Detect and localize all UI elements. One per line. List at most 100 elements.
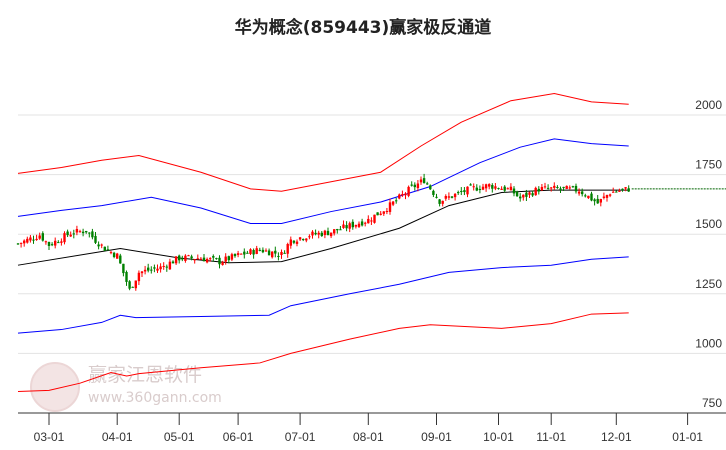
candle-body (246, 252, 249, 254)
candle-body (32, 239, 35, 241)
candle-body (370, 220, 373, 222)
candle-body (438, 199, 441, 204)
candle-body (553, 185, 556, 188)
candle-body (565, 185, 568, 189)
candle-body (333, 229, 336, 234)
candle-body (202, 257, 206, 262)
candle-body (351, 221, 354, 228)
candle-body (184, 255, 187, 261)
candle-body (289, 239, 292, 246)
candle-body (159, 266, 162, 270)
candle-body (385, 211, 389, 213)
candle-body (447, 196, 451, 198)
candle-body (143, 269, 147, 272)
candle-body (128, 281, 131, 289)
candle-body (457, 192, 460, 194)
candle-body (190, 256, 193, 259)
candle-body (556, 187, 559, 189)
candle-body (47, 241, 51, 246)
chart-title: 华为概念(859443)赢家极反通道 (234, 18, 492, 38)
candle-body (571, 186, 575, 188)
candle-body (534, 187, 537, 196)
candle-body (568, 187, 571, 189)
candle-body (388, 202, 392, 212)
candle-body (364, 222, 367, 224)
candle-body (131, 286, 134, 288)
candle-body (416, 183, 420, 189)
candle-body (506, 188, 509, 190)
candle-body (171, 261, 175, 264)
x-tick-label: 10-01 (483, 430, 514, 444)
candle-body (481, 186, 485, 190)
candle-body (398, 194, 401, 199)
candle-body (429, 185, 432, 190)
candle-body (140, 271, 144, 274)
candle-body (97, 244, 100, 247)
candle-body (466, 186, 469, 195)
candle-body (574, 185, 578, 192)
candle-body (63, 233, 66, 243)
candle-body (212, 256, 215, 258)
candle-body (577, 191, 581, 194)
candle-body (267, 250, 271, 256)
candle-body (494, 186, 497, 189)
candle-body (584, 195, 587, 197)
candle-body (354, 224, 358, 227)
y-tick-label: 750 (702, 396, 722, 410)
candle-body (410, 184, 413, 186)
candle-body (432, 190, 435, 195)
candle-body (236, 253, 240, 255)
candle-body (19, 242, 23, 244)
candle-body (460, 190, 463, 192)
candle-body (407, 186, 410, 196)
candle-body (258, 249, 261, 251)
watermark-brand: 赢家江恩软件 (88, 364, 203, 386)
candle-body (103, 246, 106, 251)
candle-body (100, 244, 103, 246)
candle-body (581, 191, 584, 195)
candle-body (81, 231, 85, 234)
candle-body (435, 196, 438, 198)
candle-body (391, 201, 395, 205)
candle-body (593, 199, 596, 202)
y-tick-label: 1000 (695, 336, 722, 350)
candle-body (618, 190, 621, 192)
candle-body (612, 191, 615, 193)
candle-body (472, 186, 475, 188)
candle-body (484, 184, 488, 189)
candle-body (286, 243, 289, 254)
candle-body (404, 193, 407, 196)
candle-body (336, 228, 339, 231)
candle-body (559, 188, 562, 190)
candle-body (26, 238, 29, 243)
candle-body (88, 232, 91, 234)
candle-body (41, 233, 44, 241)
candle-body (168, 261, 172, 270)
candle-body (116, 253, 119, 259)
candle-body (615, 191, 618, 193)
candle-body (199, 258, 203, 260)
candle-body (419, 179, 423, 183)
candle-body (66, 231, 69, 236)
candle-body (422, 178, 426, 184)
candle-body (320, 232, 323, 236)
candle-body (605, 195, 609, 198)
candle-body (264, 250, 268, 252)
candle-body (187, 255, 190, 257)
candle-body (218, 257, 221, 265)
candle-body (463, 190, 466, 193)
candle-body (162, 265, 165, 267)
channel-line-lower-red (17, 312, 629, 393)
candle-body (255, 248, 258, 254)
candle-body (298, 237, 302, 240)
candle-body (205, 258, 209, 263)
candle-body (590, 193, 593, 201)
candle-body (308, 236, 311, 238)
candle-body (413, 184, 416, 188)
candle-body (528, 192, 531, 195)
candle-body (562, 186, 565, 188)
candle-body (147, 267, 150, 271)
candle-body (376, 212, 379, 216)
candle-body (503, 186, 506, 191)
candle-body (44, 241, 48, 243)
